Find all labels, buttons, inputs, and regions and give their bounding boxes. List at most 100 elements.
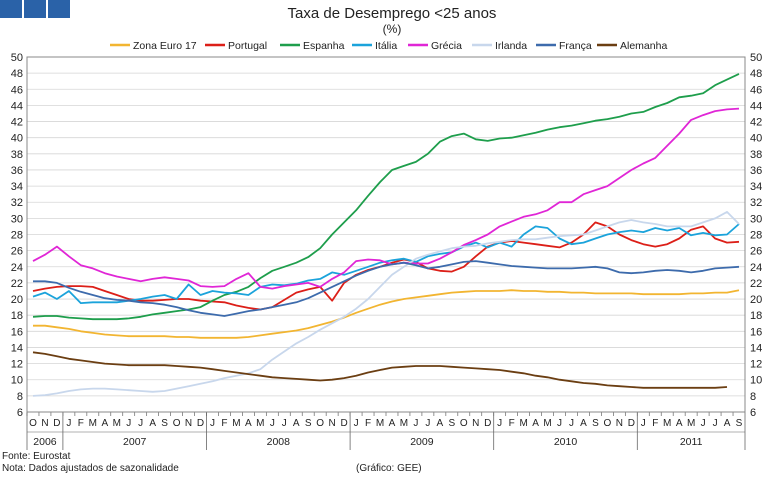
x-tick-month: N: [41, 418, 48, 429]
x-tick-month: S: [305, 418, 312, 429]
x-tick-month: M: [687, 418, 695, 429]
x-year-label: 2010: [554, 436, 578, 448]
y-tick-label-left: 32: [11, 197, 23, 209]
series-line-espanha: [32, 73, 740, 321]
x-year-label: 2008: [267, 436, 291, 448]
y-tick-label-right: 14: [750, 342, 762, 354]
x-tick-month: J: [210, 418, 215, 429]
x-tick-month: O: [460, 418, 468, 429]
y-tick-label-left: 18: [11, 310, 23, 322]
y-tick-label-right: 30: [750, 213, 762, 225]
y-tick-label-left: 34: [11, 181, 23, 193]
y-gridlines: [27, 56, 745, 413]
x-tick-month: M: [232, 418, 240, 429]
y-tick-label-right: 48: [750, 68, 762, 80]
y-tick-label-right: 40: [750, 133, 762, 145]
x-tick-month: S: [161, 418, 168, 429]
legend-label: Irlanda: [495, 40, 527, 52]
x-tick-month: J: [138, 418, 143, 429]
x-tick-month: N: [472, 418, 479, 429]
x-tick-month: M: [400, 418, 408, 429]
x-tick-month: F: [221, 418, 227, 429]
x-tick-month: A: [245, 418, 252, 429]
x-tick-month: J: [557, 418, 562, 429]
x-year-label: 2009: [410, 436, 434, 448]
y-tick-label-left: 8: [17, 391, 23, 403]
x-tick-month: A: [389, 418, 396, 429]
x-tick-month: A: [580, 418, 587, 429]
y-axis-right: 6 8 10 12 14 16 18 20 22 24 26 28 30 32 34 36 38 40 42 44 46…: [750, 52, 762, 419]
legend-label: França: [559, 40, 592, 52]
x-tick-month: D: [340, 418, 347, 429]
x-tick-month: F: [509, 418, 515, 429]
x-tick-month: J: [569, 418, 574, 429]
x-tick-month: M: [113, 418, 121, 429]
y-tick-label-right: 50: [750, 52, 762, 64]
x-tick-month: J: [641, 418, 646, 429]
x-tick-month: M: [543, 418, 551, 429]
y-tick-label-right: 22: [750, 278, 762, 290]
y-tick-label-right: 18: [750, 310, 762, 322]
y-tick-label-left: 42: [11, 117, 23, 129]
x-tick-month: O: [603, 418, 611, 429]
legend-label: Itália: [375, 40, 397, 52]
x-tick-month: M: [376, 418, 384, 429]
x-tick-month: M: [256, 418, 264, 429]
legend-label: Grécia: [431, 40, 462, 52]
y-tick-label-right: 20: [750, 294, 762, 306]
series-line-irlanda: [32, 211, 740, 397]
y-tick-label-right: 10: [750, 375, 762, 387]
x-tick-month: J: [282, 418, 287, 429]
y-tick-label-left: 50: [11, 52, 23, 64]
y-tick-label-right: 46: [750, 84, 762, 96]
y-tick-label-right: 8: [750, 391, 756, 403]
series-line-alemanha: [32, 351, 728, 389]
y-tick-label-right: 24: [750, 262, 762, 274]
x-tick-month: A: [149, 418, 156, 429]
x-tick-month: A: [532, 418, 539, 429]
x-tick-month: S: [736, 418, 743, 429]
legend-label: Zona Euro 17: [133, 40, 197, 52]
y-tick-label-right: 16: [750, 326, 762, 338]
x-tick-month: A: [101, 418, 108, 429]
logo-block: [24, 0, 46, 18]
x-tick-month: A: [724, 418, 731, 429]
x-tick-month: M: [89, 418, 97, 429]
x-tick-month: D: [484, 418, 491, 429]
y-tick-label-right: 38: [750, 149, 762, 161]
y-tick-label-left: 40: [11, 133, 23, 145]
series-lines: [32, 73, 740, 397]
legend-label: Espanha: [303, 40, 345, 52]
y-tick-label-left: 14: [11, 342, 23, 354]
x-tick-month: A: [293, 418, 300, 429]
y-tick-label-left: 10: [11, 375, 23, 387]
logo-block: [0, 0, 22, 18]
series-line-franca: [33, 260, 740, 317]
x-year-label: 2006: [33, 436, 57, 448]
y-tick-label-left: 24: [11, 262, 23, 274]
y-tick-label-right: 28: [750, 230, 762, 242]
y-tick-label-right: 34: [750, 181, 762, 193]
source-note: Fonte: Eurostat: [2, 451, 71, 462]
x-tick-month: J: [126, 418, 131, 429]
x-tick-month: J: [701, 418, 706, 429]
x-tick-month: J: [497, 418, 502, 429]
legend-label: Portugal: [228, 40, 267, 52]
y-tick-label-left: 26: [11, 246, 23, 258]
x-year-label: 2011: [680, 436, 703, 448]
chart-title: Taxa de Desemprego <25 anos: [288, 5, 497, 22]
y-tick-label-left: 44: [11, 100, 23, 112]
y-tick-label-left: 38: [11, 149, 23, 161]
y-tick-label-left: 22: [11, 278, 23, 290]
x-tick-month: A: [676, 418, 683, 429]
x-tick-month: A: [437, 418, 444, 429]
x-tick-month: J: [413, 418, 418, 429]
brand-logo: [0, 0, 70, 18]
x-tick-month: S: [448, 418, 455, 429]
y-tick-label-left: 16: [11, 326, 23, 338]
x-tick-month: O: [173, 418, 181, 429]
x-tick-month: F: [365, 418, 371, 429]
chart-subtitle: (%): [383, 22, 402, 36]
